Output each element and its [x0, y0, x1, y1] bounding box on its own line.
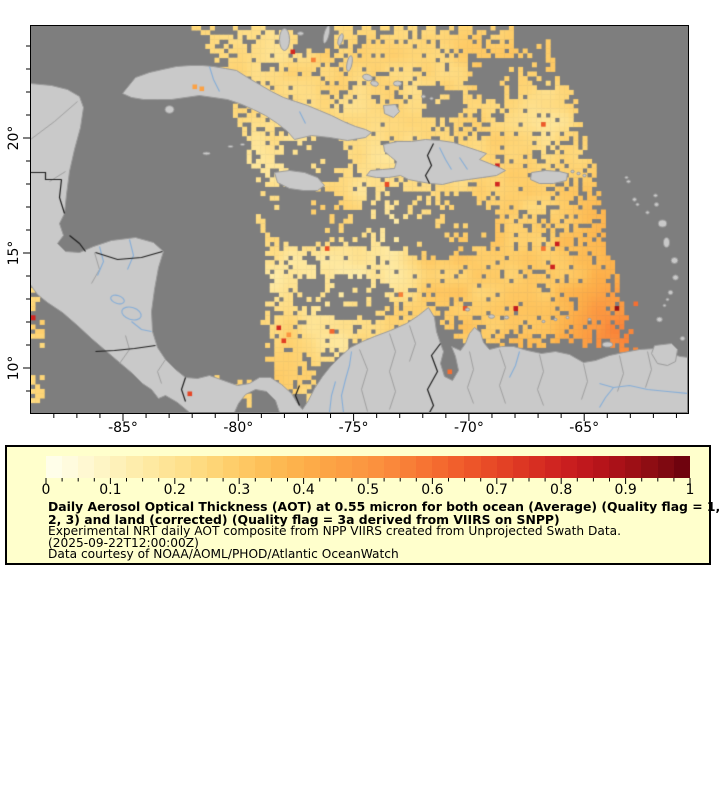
y-axis-tick-label: 10°	[6, 356, 22, 381]
colorbar-segment	[126, 456, 143, 478]
y-axis-tick-label: 15°	[6, 241, 22, 266]
map-frame	[30, 25, 689, 414]
colorbar-segment	[464, 456, 481, 478]
x-axis-tick-label: -85°	[108, 420, 138, 436]
x-axis-tick-label: -70°	[454, 420, 484, 436]
colorbar-segment	[255, 456, 272, 478]
colorbar-segment	[416, 456, 433, 478]
colorbar-segment	[206, 456, 224, 478]
colorbar-tick-label: 0.9	[614, 482, 637, 498]
colorbar-segment	[303, 456, 320, 478]
colorbar-segment	[367, 456, 384, 478]
colorbar-segment	[158, 456, 175, 478]
colorbar-segment	[239, 456, 256, 478]
colorbar-segment	[512, 456, 529, 478]
x-axis-tick-label: -80°	[223, 420, 253, 436]
legend-info-line: Experimental NRT daily AOT composite fro…	[48, 524, 622, 538]
colorbar-segment	[448, 456, 465, 478]
colorbar-segment	[544, 456, 561, 478]
colorbar-segment	[223, 456, 240, 478]
legend-box: 0 0.1 0.2 0.3 0.4 0.5 0.6 0.7 0.8 0.9 1 Daily Aero…	[5, 445, 720, 565]
colorbar-tick-label: 0.1	[99, 482, 122, 498]
legend-text: Daily Aerosol Optical Thickness (AOT) at…	[48, 499, 720, 562]
colorbar-tick-label: 0.7	[485, 482, 508, 498]
colorbar-tick-label: 1	[685, 482, 695, 498]
colorbar-tick-label: 0.2	[163, 482, 186, 498]
colorbar-segment	[383, 456, 401, 478]
y-axis-tick-label: 20°	[6, 126, 22, 151]
colorbar-segment	[400, 456, 417, 478]
colorbar-segment	[190, 456, 207, 478]
colorbar	[46, 456, 690, 478]
colorbar-segment	[94, 456, 111, 478]
colorbar-segment	[528, 456, 545, 478]
colorbar-tick-label: 0	[41, 482, 51, 498]
colorbar-segment	[174, 456, 191, 478]
colorbar-segment	[46, 456, 63, 478]
colorbar-segment	[480, 456, 497, 478]
x-axis-tick-label: -75°	[339, 420, 369, 436]
legend-info-line: (2025-09-22T12:00:00Z)	[48, 535, 199, 550]
colorbar-segment	[335, 456, 352, 478]
colorbar-segment	[561, 456, 578, 478]
colorbar-segment	[432, 456, 449, 478]
colorbar-tick-label: 0.6	[421, 482, 444, 498]
aot-map-canvas	[31, 26, 687, 412]
legend-title-line: 2, 3) and land (corrected) (Quality flag…	[48, 512, 560, 527]
colorbar-segment	[142, 456, 159, 478]
colorbar-segment	[351, 456, 368, 478]
colorbar-segment	[110, 456, 127, 478]
colorbar-tick-label: 0.8	[550, 482, 573, 498]
legend-info-line: Data courtesy of NOAA/AOML/PHOD/Atlantic…	[48, 547, 399, 562]
colorbar-segment	[593, 456, 610, 478]
colorbar-segment	[496, 456, 513, 478]
colorbar-segment	[625, 456, 642, 478]
colorbar-segment	[657, 456, 674, 478]
colorbar-tick-label: 0.5	[356, 482, 380, 498]
colorbar-segment	[609, 456, 626, 478]
colorbar-segment	[641, 456, 658, 478]
colorbar-tick-label: 0.3	[228, 482, 251, 498]
colorbar-segment	[287, 456, 304, 478]
colorbar-segment	[62, 456, 79, 478]
colorbar-segment	[319, 456, 336, 478]
colorbar-segment	[673, 456, 690, 478]
colorbar-segment	[577, 456, 594, 478]
colorbar-segment	[78, 456, 95, 478]
legend-title-line: Daily Aerosol Optical Thickness (AOT) at…	[48, 499, 720, 514]
colorbar-tick-label: 0.4	[292, 482, 315, 498]
colorbar-segment	[271, 456, 288, 478]
x-axis-tick-label: -65°	[569, 420, 599, 436]
